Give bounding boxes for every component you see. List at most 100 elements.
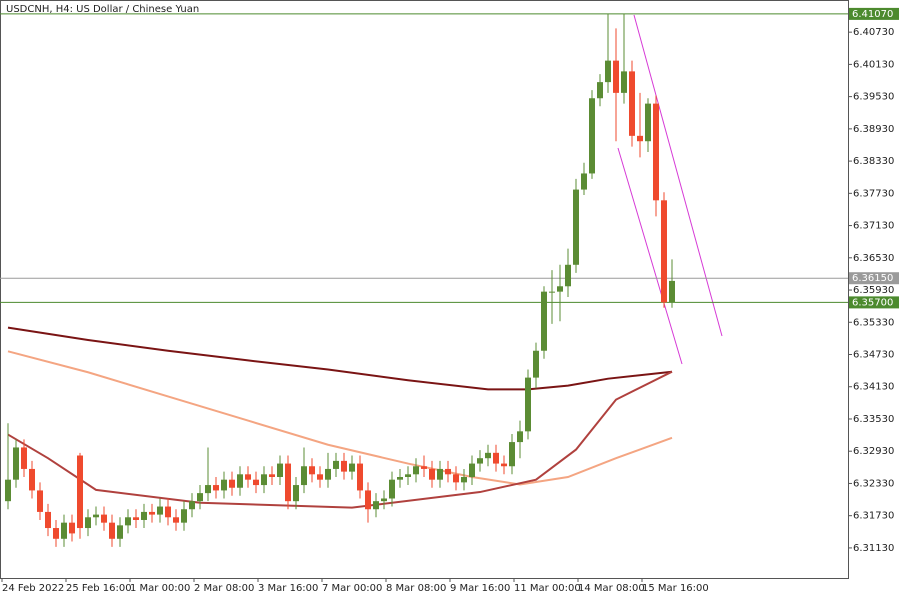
candle-body <box>549 291 555 293</box>
candle-body <box>429 468 435 480</box>
candle-body <box>373 501 379 510</box>
candle-body <box>85 517 91 529</box>
candle-body <box>93 514 99 518</box>
x-tick-label: 25 Feb 16:00 <box>66 583 132 594</box>
candle-body <box>45 511 51 529</box>
candle-body <box>213 485 219 491</box>
price-tag-label: 6.36150 <box>852 273 893 284</box>
y-tick-label: 6.36530 <box>853 253 894 264</box>
candle-body <box>485 452 491 459</box>
candle-body <box>389 479 395 499</box>
candle-body <box>445 468 451 475</box>
moving-average <box>7 370 673 509</box>
candle-body <box>341 460 347 472</box>
y-tick-label: 6.33530 <box>853 414 894 425</box>
candle-body <box>229 479 235 488</box>
candle-body <box>405 474 411 477</box>
candle-body <box>173 517 179 523</box>
moving-average <box>7 350 673 486</box>
candle-body <box>397 476 403 480</box>
candle-body <box>437 468 443 480</box>
candle-body <box>597 82 603 99</box>
candle-body <box>669 280 675 303</box>
candle-body <box>205 485 211 494</box>
candle-body <box>421 466 427 469</box>
candle-body <box>141 511 147 520</box>
x-tick-label: 3 Mar 16:00 <box>258 583 318 594</box>
price-tag-label: 6.41070 <box>852 9 893 20</box>
candle-body <box>453 474 459 483</box>
candle-body <box>381 498 387 502</box>
candle-body <box>605 60 611 83</box>
candle-body <box>357 463 363 491</box>
candle-body <box>293 485 299 502</box>
candle-body <box>461 476 467 483</box>
x-tick-label: 8 Mar 08:00 <box>386 583 446 594</box>
candle-body <box>653 103 659 201</box>
candle-body <box>413 466 419 475</box>
candle-body <box>277 463 283 477</box>
candle-body <box>565 264 571 287</box>
candle-body <box>645 103 651 142</box>
candle-body <box>317 474 323 480</box>
candle-body <box>501 463 507 467</box>
x-tick-label: 7 Mar 00:00 <box>322 583 382 594</box>
candle-body <box>325 468 331 480</box>
moving-average <box>7 326 673 391</box>
candle-body <box>149 511 155 515</box>
candle-body <box>333 460 339 469</box>
price-tag <box>849 272 899 285</box>
candle-body <box>29 468 35 491</box>
candle-body <box>21 447 27 469</box>
candle-body <box>309 466 315 475</box>
price-tag-label: 6.35700 <box>852 297 893 308</box>
candle-body <box>181 509 187 523</box>
candle-body <box>189 501 195 510</box>
candle-body <box>613 60 619 93</box>
candle-body <box>629 71 635 136</box>
x-tick-label: 11 Mar 00:00 <box>514 583 581 594</box>
candle-body <box>493 452 499 464</box>
candle-body <box>589 98 595 174</box>
x-tick-label: 15 Mar 16:00 <box>642 583 709 594</box>
y-tick-label: 6.31730 <box>853 511 894 522</box>
candle-body <box>637 135 643 142</box>
candle-body <box>525 377 531 432</box>
plot-frame <box>0 0 849 579</box>
candle-body <box>469 463 475 477</box>
candle-body <box>109 522 115 539</box>
candle-body <box>77 455 83 529</box>
candle-body <box>541 291 547 351</box>
candle-body <box>661 200 667 303</box>
candle-body <box>253 479 259 486</box>
price-tag <box>849 7 899 20</box>
candle-body <box>101 514 107 523</box>
channel-line <box>633 14 723 337</box>
y-tick-label: 6.40130 <box>853 59 894 70</box>
y-tick-label: 6.34730 <box>853 350 894 361</box>
candle-body <box>165 506 171 518</box>
y-tick-label: 6.31130 <box>853 543 894 554</box>
candle-body <box>133 517 139 520</box>
candle-body <box>573 189 579 265</box>
candle-body <box>269 474 275 477</box>
candle-body <box>557 286 563 292</box>
candle-body <box>517 431 523 443</box>
y-tick-label: 6.32930 <box>853 446 894 457</box>
channel-line <box>617 147 683 365</box>
y-tick-label: 6.37130 <box>853 221 894 232</box>
candle-body <box>477 458 483 464</box>
y-tick-label: 6.39530 <box>853 92 894 103</box>
x-tick-label: 24 Feb 2022 <box>2 583 64 594</box>
candle-body <box>69 522 75 534</box>
candle-body <box>533 350 539 378</box>
y-tick-label: 6.38930 <box>853 124 894 135</box>
y-tick-label: 6.40730 <box>853 27 894 38</box>
x-tick-label: 2 Mar 08:00 <box>194 583 254 594</box>
x-tick-label: 14 Mar 08:00 <box>578 583 645 594</box>
candle-body <box>261 474 267 486</box>
price-tag <box>849 296 899 309</box>
chart-title: USDCNH, H4: US Dollar / Chinese Yuan <box>6 4 199 15</box>
